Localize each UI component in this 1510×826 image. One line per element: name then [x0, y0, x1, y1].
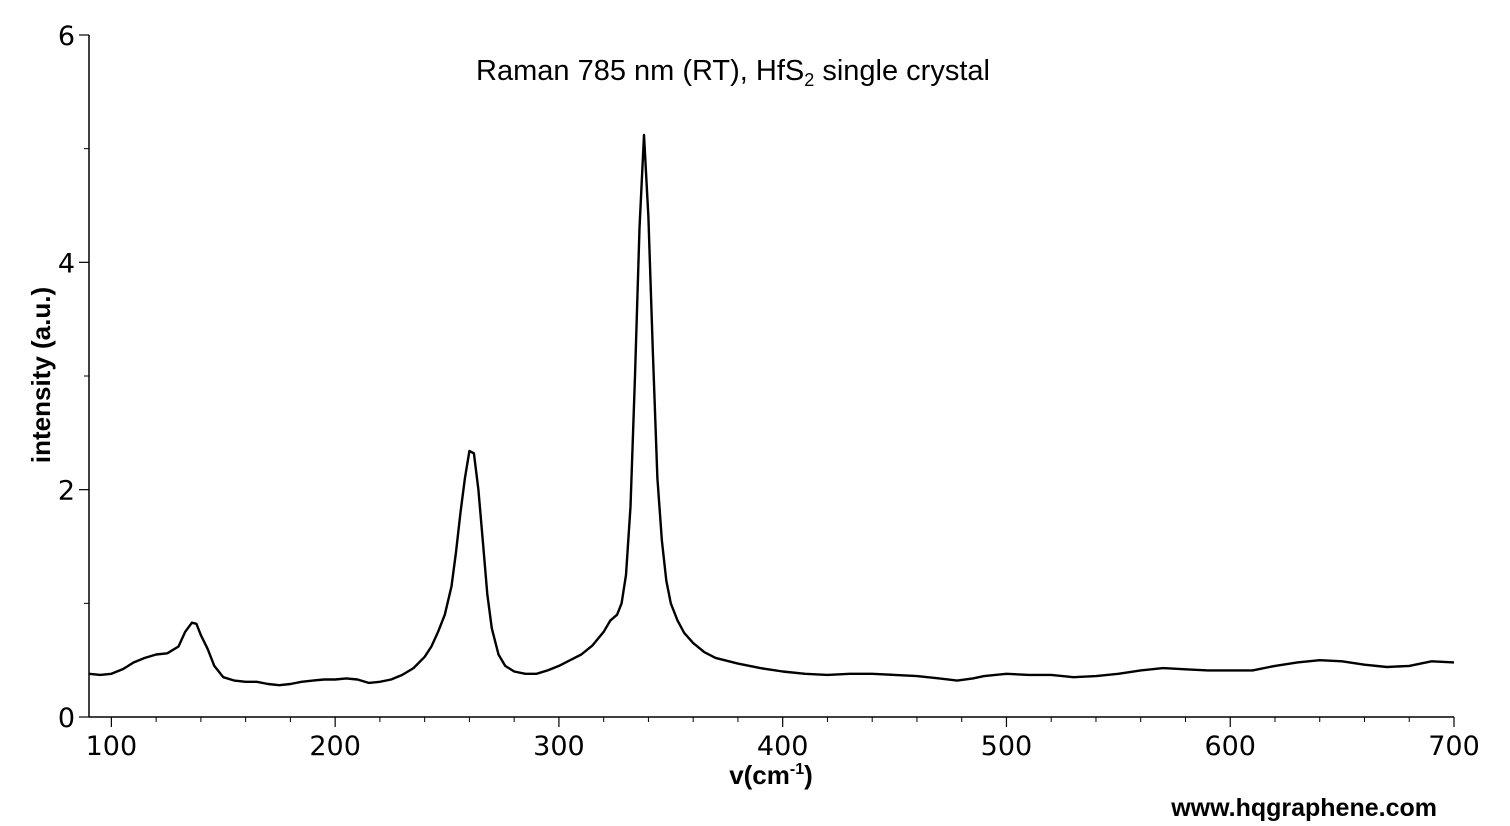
x-tick-label: 600: [1204, 731, 1256, 762]
tick-labels: 100 200 300 400 500 600 700 0 2 4 6: [58, 21, 1480, 762]
y-tick-label: 6: [58, 21, 75, 52]
axes: [88, 35, 1454, 718]
y-axis-title: intensity (a.u.): [26, 287, 56, 463]
x-tick-label: 700: [1428, 731, 1480, 762]
tick-marks: [79, 34, 1455, 727]
raman-spectrum-line: [88, 133, 1455, 687]
x-tick-label: 100: [86, 731, 138, 762]
x-tick-label: 400: [757, 731, 809, 762]
x-axis-title: v(cm-1): [729, 760, 813, 790]
x-tick-label: 300: [533, 731, 585, 762]
y-tick-label: 0: [58, 703, 75, 734]
watermark: www.hqgraphene.com: [1170, 794, 1437, 822]
x-tick-label: 500: [981, 731, 1033, 762]
chart-title: Raman 785 nm (RT), HfS2 single crystal: [476, 55, 990, 90]
x-tick-label: 200: [309, 731, 361, 762]
y-tick-label: 4: [58, 248, 75, 279]
y-tick-label: 2: [58, 476, 75, 507]
